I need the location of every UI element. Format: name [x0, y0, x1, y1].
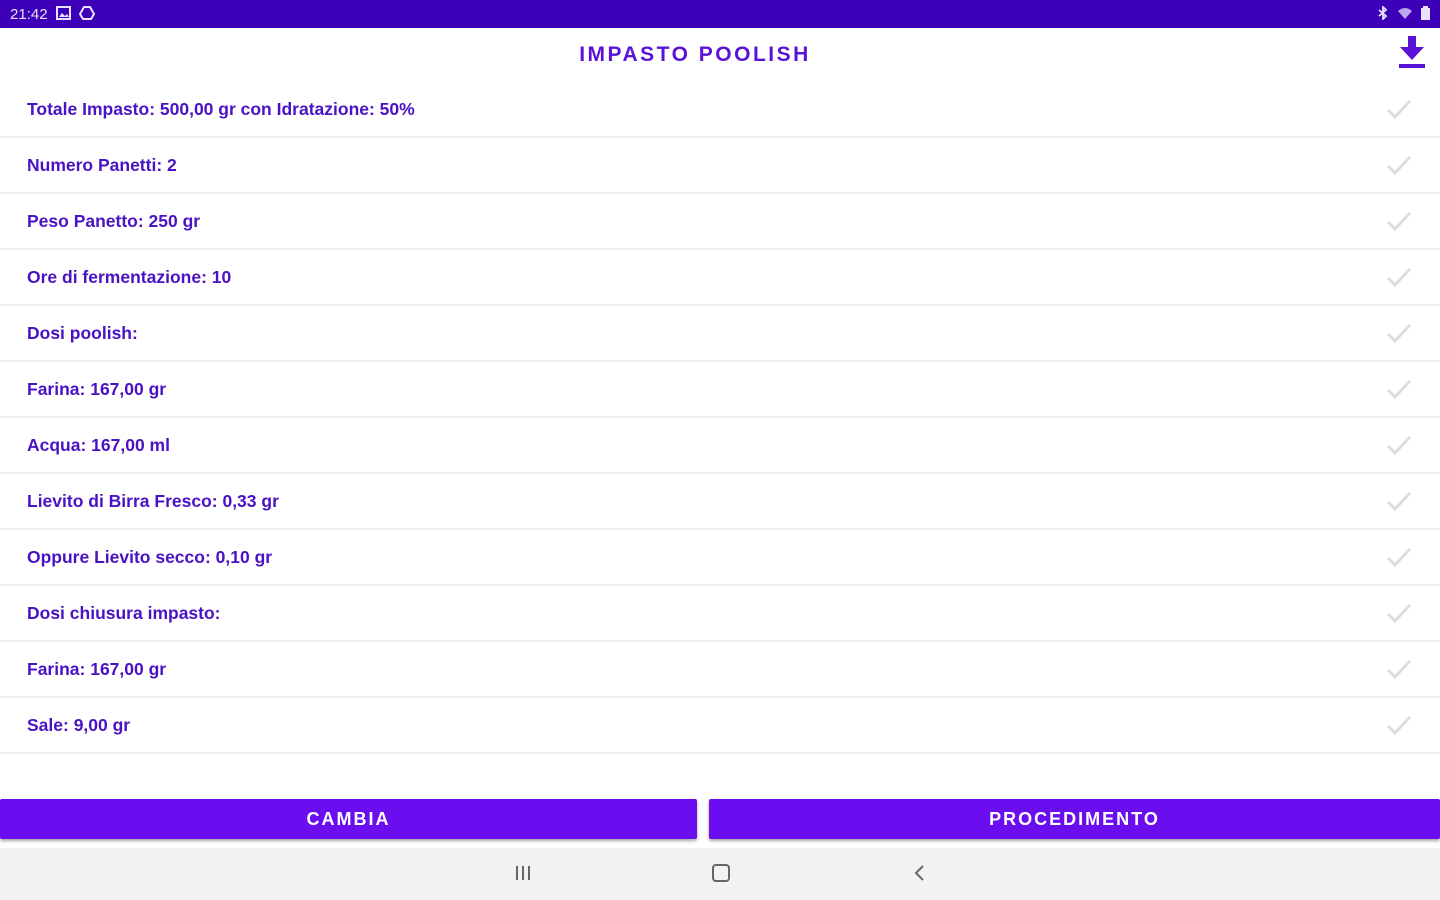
- list-item[interactable]: Ore di fermentazione: 10: [0, 250, 1440, 306]
- list-item[interactable]: Numero Panetti: 2: [0, 138, 1440, 194]
- status-time: 21:42: [10, 5, 48, 23]
- battery-icon: [1421, 6, 1430, 22]
- list-item[interactable]: Dosi chiusura impasto:: [0, 586, 1440, 642]
- app-header: IMPASTO POOLISH: [0, 28, 1440, 82]
- cambia-button[interactable]: CAMBIA: [0, 799, 697, 839]
- list-item-label: Oppure Lievito secco: 0,10 gr: [27, 546, 273, 567]
- recents-icon: [516, 866, 530, 880]
- back-button[interactable]: [904, 860, 934, 886]
- check-icon[interactable]: [1386, 600, 1412, 626]
- back-icon: [914, 865, 924, 881]
- bluetooth-icon: [1377, 4, 1389, 22]
- wifi-icon: [1397, 6, 1413, 22]
- check-icon[interactable]: [1386, 656, 1412, 682]
- recents-button[interactable]: [508, 860, 538, 886]
- download-button[interactable]: [1392, 32, 1432, 72]
- system-nav-bar: [0, 848, 1440, 900]
- list-item-label: Dosi chiusura impasto:: [27, 602, 221, 623]
- check-icon[interactable]: [1386, 488, 1412, 514]
- check-icon[interactable]: [1386, 320, 1412, 346]
- page-title: IMPASTO POOLISH: [579, 43, 811, 66]
- check-icon[interactable]: [1386, 208, 1412, 234]
- status-bar: 21:42: [0, 0, 1440, 28]
- home-button[interactable]: [706, 860, 736, 886]
- check-icon[interactable]: [1386, 544, 1412, 570]
- drive-icon: [78, 6, 95, 22]
- procedimento-button[interactable]: PROCEDIMENTO: [709, 799, 1440, 839]
- check-icon[interactable]: [1386, 96, 1412, 122]
- list-item[interactable]: Farina: 167,00 gr: [0, 642, 1440, 698]
- status-right: [1377, 4, 1430, 22]
- check-icon[interactable]: [1386, 152, 1412, 178]
- check-icon[interactable]: [1386, 712, 1412, 738]
- list-item-label: Acqua: 167,00 ml: [27, 434, 170, 455]
- check-icon[interactable]: [1386, 376, 1412, 402]
- check-icon[interactable]: [1386, 432, 1412, 458]
- list-item-label: Dosi poolish:: [27, 322, 138, 343]
- list-item[interactable]: Totale Impasto: 500,00 gr con Idratazion…: [0, 82, 1440, 138]
- list-item[interactable]: Dosi poolish:: [0, 306, 1440, 362]
- list-item-label: Lievito di Birra Fresco: 0,33 gr: [27, 490, 279, 511]
- list-item[interactable]: Lievito di Birra Fresco: 0,33 gr: [0, 474, 1440, 530]
- list-item-label: Sale: 9,00 gr: [27, 714, 131, 735]
- list-item-label: Farina: 167,00 gr: [27, 378, 167, 399]
- list-item-label: Totale Impasto: 500,00 gr con Idratazion…: [27, 98, 415, 119]
- recipe-list: Totale Impasto: 500,00 gr con Idratazion…: [0, 82, 1440, 754]
- list-item-label: Ore di fermentazione: 10: [27, 266, 232, 287]
- gallery-icon: [55, 6, 71, 22]
- download-icon: [1399, 36, 1425, 68]
- list-item[interactable]: Acqua: 167,00 ml: [0, 418, 1440, 474]
- list-item-label: Peso Panetto: 250 gr: [27, 210, 201, 231]
- list-item[interactable]: Oppure Lievito secco: 0,10 gr: [0, 530, 1440, 586]
- home-icon: [712, 864, 730, 882]
- check-icon[interactable]: [1386, 264, 1412, 290]
- list-item[interactable]: Sale: 9,00 gr: [0, 698, 1440, 754]
- list-item-label: Farina: 167,00 gr: [27, 658, 167, 679]
- status-left: 21:42: [10, 6, 95, 23]
- list-item[interactable]: Farina: 167,00 gr: [0, 362, 1440, 418]
- list-item[interactable]: Peso Panetto: 250 gr: [0, 194, 1440, 250]
- list-item-label: Numero Panetti: 2: [27, 154, 177, 175]
- action-buttons: CAMBIA PROCEDIMENTO: [0, 799, 1440, 839]
